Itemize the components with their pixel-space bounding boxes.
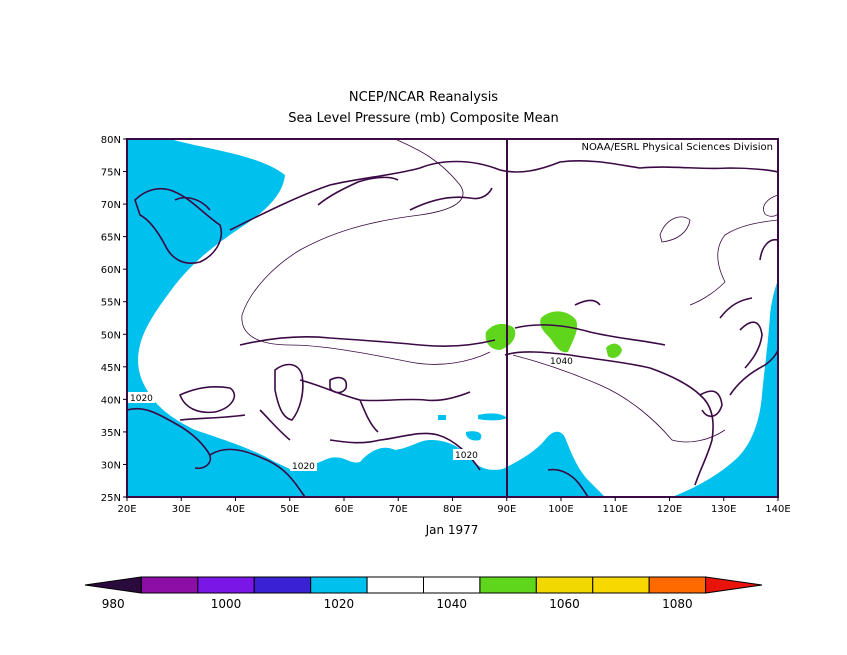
lat-tick-label: 80N <box>101 135 121 146</box>
credit-text: NOAA/ESRL Physical Sciences Division <box>582 142 774 153</box>
contour-label-bg <box>453 449 480 460</box>
lon-tick-label: 50E <box>280 504 299 515</box>
lat-tick-label: 40N <box>101 395 121 406</box>
lat-tick-label: 60N <box>101 265 121 276</box>
lon-tick-label: 90E <box>497 504 516 515</box>
lat-tick-label: 75N <box>101 168 121 179</box>
coastlines <box>126 160 779 498</box>
colorbar-swatch <box>423 576 481 594</box>
colorbar-swatch <box>479 576 537 594</box>
contour-label-bg <box>128 392 155 403</box>
colorbar-swatch <box>84 576 142 594</box>
lat-tick-label: 50N <box>101 330 121 341</box>
contour-label: 1040 <box>550 357 573 367</box>
contour-label: 1020 <box>292 462 315 472</box>
contour-label: 1020 <box>130 394 153 404</box>
colorbar-swatch <box>592 576 650 594</box>
lon-tick-label: 110E <box>603 504 628 515</box>
colorbar-label: 1040 <box>436 597 467 611</box>
colorbar-label: 1000 <box>211 597 242 611</box>
colorbar-swatch <box>535 576 594 594</box>
colorbar-swatch <box>310 576 368 594</box>
lon-tick-label: 60E <box>334 504 353 515</box>
colorbar: 980 1000 1020 1040 1060 1080 <box>84 576 763 611</box>
lat-tick-label: 45N <box>101 363 121 374</box>
lat-tick-label: 65N <box>101 233 121 244</box>
colorbar-label: 1020 <box>324 597 355 611</box>
lat-tick-label: 35N <box>101 428 121 439</box>
low-pressure-fill <box>127 139 778 497</box>
lat-tick-label: 25N <box>101 493 121 504</box>
colorbar-swatch <box>366 576 425 594</box>
lon-tick-label: 20E <box>117 504 136 515</box>
colorbar-label: 1080 <box>662 597 693 611</box>
lon-tick-label: 130E <box>711 504 736 515</box>
map-axes: 20E 30E 40E 50E 60E 70E 80E 90E 100E 110E 120E 130E… <box>101 135 791 515</box>
lon-tick-label: 30E <box>172 504 191 515</box>
lat-tick-label: 30N <box>101 460 121 471</box>
lon-tick-label: 100E <box>548 504 573 515</box>
period-label: Jan 1977 <box>425 523 479 537</box>
colorbar-swatch <box>648 576 707 594</box>
colorbar-swatch <box>705 576 763 594</box>
contour-label-bg <box>290 460 317 471</box>
isobar-lines <box>241 138 779 443</box>
colorbar-swatch <box>253 576 312 594</box>
map-subtitle: Sea Level Pressure (mb) Composite Mean <box>288 111 559 126</box>
lon-tick-label: 40E <box>226 504 245 515</box>
lat-tick-label: 55N <box>101 298 121 309</box>
colorbar-swatch <box>140 576 199 594</box>
lon-tick-label: 70E <box>389 504 408 515</box>
lon-tick-label: 140E <box>765 504 790 515</box>
colorbar-label: 980 <box>102 597 125 611</box>
lat-tick-label: 70N <box>101 200 121 211</box>
colorbar-swatch <box>197 576 255 594</box>
lon-tick-label: 120E <box>657 504 682 515</box>
map-panel: NOAA/ESRL Physical Sciences Division 102… <box>126 138 779 498</box>
lon-tick-label: 80E <box>443 504 462 515</box>
colorbar-label: 1060 <box>549 597 580 611</box>
contour-label: 1020 <box>455 451 478 461</box>
map-title: NCEP/NCAR Reanalysis <box>348 90 499 105</box>
